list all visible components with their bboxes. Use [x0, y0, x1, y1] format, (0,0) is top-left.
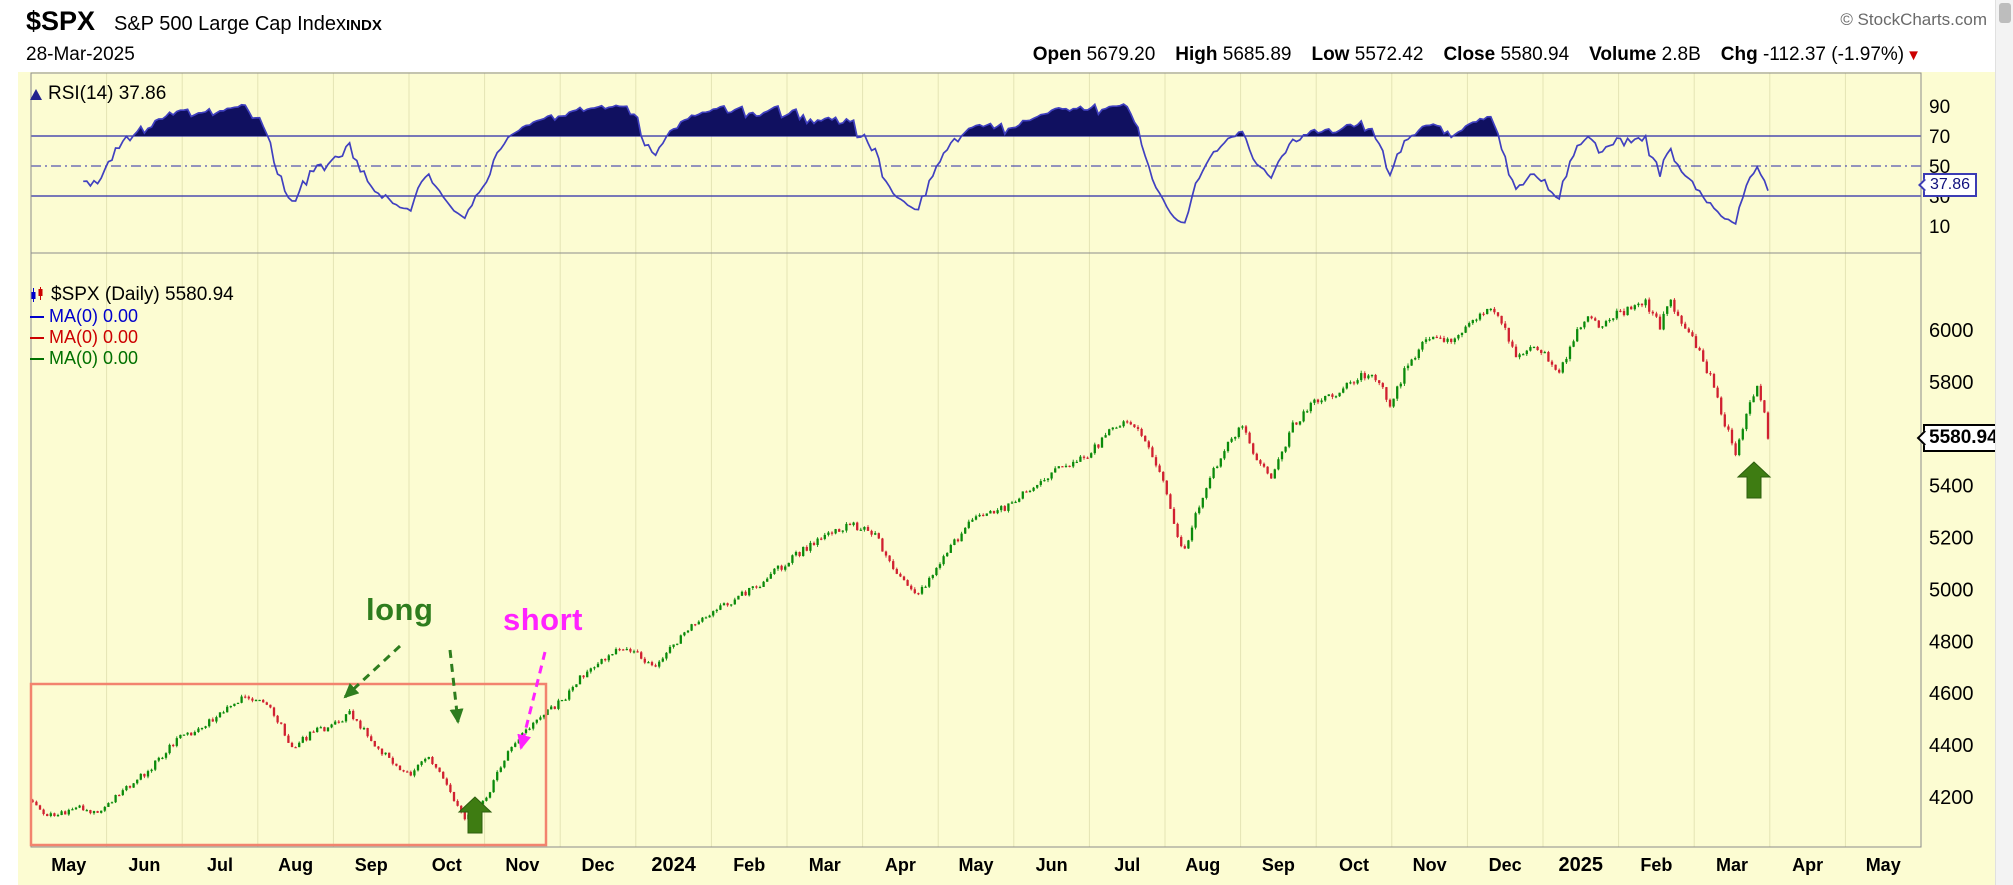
quote-low: Low 5572.42 — [1311, 44, 1423, 66]
svg-text:May: May — [51, 855, 86, 875]
ma-line-swatch-green — [30, 357, 44, 360]
candlestick-icon — [31, 286, 43, 302]
svg-text:May: May — [958, 855, 993, 875]
svg-text:5200: 5200 — [1929, 528, 1974, 550]
svg-text:Jun: Jun — [1036, 855, 1068, 875]
low-label: Low — [1311, 44, 1350, 65]
ma-legend-green: MA(0) 0.00 — [30, 348, 234, 369]
short-annotation-label: short — [503, 602, 583, 637]
low-value: 5572.42 — [1354, 44, 1424, 65]
quote-summary: Open 5679.20 High 5685.89 Low 5572.42 Cl… — [560, 44, 1921, 66]
svg-text:90: 90 — [1929, 97, 1950, 118]
open-value: 5679.20 — [1086, 44, 1156, 65]
volume-value: 2.8B — [1661, 44, 1701, 65]
svg-text:70: 70 — [1929, 127, 1950, 148]
rsi-value-callout: 37.86 — [1923, 173, 1978, 197]
svg-text:Jul: Jul — [207, 855, 233, 875]
svg-text:Aug: Aug — [278, 855, 313, 875]
symbol-name: S&P 500 Large Cap Index — [114, 13, 347, 35]
main-legend-label: $SPX (Daily) 5580.94 — [51, 283, 234, 305]
svg-text:Jul: Jul — [1114, 855, 1140, 875]
quote-close: Close 5580.94 — [1443, 44, 1569, 66]
svg-text:Feb: Feb — [733, 855, 765, 875]
rsi-legend: RSI(14) 37.86 — [30, 83, 166, 105]
scrollbar-track[interactable] — [1995, 0, 2013, 885]
ma-legend-blue: MA(0) 0.00 — [30, 306, 234, 327]
svg-text:Sep: Sep — [355, 855, 388, 875]
svg-text:5000: 5000 — [1929, 579, 1974, 601]
last-price-callout: 5580.94 — [1923, 424, 2004, 452]
long-annotation-label: long — [366, 592, 434, 627]
svg-text:10: 10 — [1929, 217, 1950, 238]
chg-label: Chg — [1720, 44, 1758, 65]
ma-line-swatch-blue — [30, 315, 44, 318]
main-legend: $SPX (Daily) 5580.94 MA(0) 0.00 MA(0) 0.… — [30, 283, 234, 369]
svg-text:5400: 5400 — [1929, 476, 1974, 498]
chart-annotations — [29, 461, 1772, 847]
svg-text:4800: 4800 — [1929, 631, 1974, 653]
svg-text:4200: 4200 — [1929, 787, 1974, 809]
svg-text:Oct: Oct — [1339, 855, 1369, 875]
svg-text:Sep: Sep — [1262, 855, 1295, 875]
quote-open: Open 5679.20 — [1033, 44, 1156, 66]
svg-text:4400: 4400 — [1929, 735, 1974, 757]
svg-text:May: May — [1866, 855, 1901, 875]
svg-text:Apr: Apr — [1792, 855, 1823, 875]
close-label: Close — [1443, 44, 1496, 65]
stockcharts-copyright: © StockCharts.com — [1840, 10, 1987, 29]
svg-text:Nov: Nov — [505, 855, 539, 875]
ma-legend-red-label: MA(0) 0.00 — [49, 327, 139, 347]
quote-volume: Volume 2.8B — [1589, 44, 1701, 66]
svg-text:Mar: Mar — [809, 855, 841, 875]
svg-text:6000: 6000 — [1929, 320, 1974, 342]
candles — [31, 297, 1770, 821]
main-legend-title-row: $SPX (Daily) 5580.94 — [30, 283, 234, 306]
svg-text:Oct: Oct — [432, 855, 462, 875]
svg-text:Dec: Dec — [1489, 855, 1522, 875]
svg-text:Aug: Aug — [1185, 855, 1220, 875]
ma-legend-green-label: MA(0) 0.00 — [49, 348, 139, 368]
ma-legend-red: MA(0) 0.00 — [30, 327, 234, 348]
open-label: Open — [1032, 44, 1082, 65]
scrollbar-thumb[interactable] — [1999, 3, 2011, 23]
high-label: High — [1175, 44, 1218, 65]
svg-text:Jun: Jun — [128, 855, 160, 875]
chart-date: 28-Mar-2025 — [26, 44, 135, 65]
high-value: 5685.89 — [1222, 44, 1292, 65]
svg-text:Mar: Mar — [1716, 855, 1748, 875]
ma-legend-blue-label: MA(0) 0.00 — [49, 306, 139, 326]
symbol-title: $SPX — [26, 6, 96, 36]
svg-text:Nov: Nov — [1413, 855, 1447, 875]
svg-text:Apr: Apr — [885, 855, 916, 875]
chg-value: -112.37 (-1.97%) — [1762, 44, 1905, 65]
gridlines — [106, 73, 1846, 847]
rsi-legend-label: RSI(14) 37.86 — [48, 83, 167, 104]
close-value: 5580.94 — [1500, 44, 1570, 65]
rsi-indicator-icon — [30, 88, 42, 100]
volume-label: Volume — [1589, 44, 1657, 65]
svg-text:2025: 2025 — [1559, 854, 1604, 876]
axis-labels: 6000 5800 5400 5200 5000 4800 4600 4400 4200 90 70… — [51, 97, 1973, 876]
ma-line-swatch-red — [30, 336, 44, 339]
svg-text:4600: 4600 — [1929, 683, 1974, 705]
rsi-plot — [31, 102, 1921, 226]
symbol-exchange: INDX — [346, 17, 382, 34]
chg-down-triangle-icon: ▼ — [1906, 47, 1921, 64]
svg-text:2024: 2024 — [651, 854, 696, 876]
quote-high: High 5685.89 — [1175, 44, 1291, 66]
svg-text:Dec: Dec — [581, 855, 614, 875]
svg-text:Feb: Feb — [1640, 855, 1672, 875]
chart-background — [18, 72, 1996, 885]
quote-change: Chg -112.37 (-1.97%) ▼ — [1721, 44, 1921, 66]
svg-text:5800: 5800 — [1929, 372, 1974, 394]
